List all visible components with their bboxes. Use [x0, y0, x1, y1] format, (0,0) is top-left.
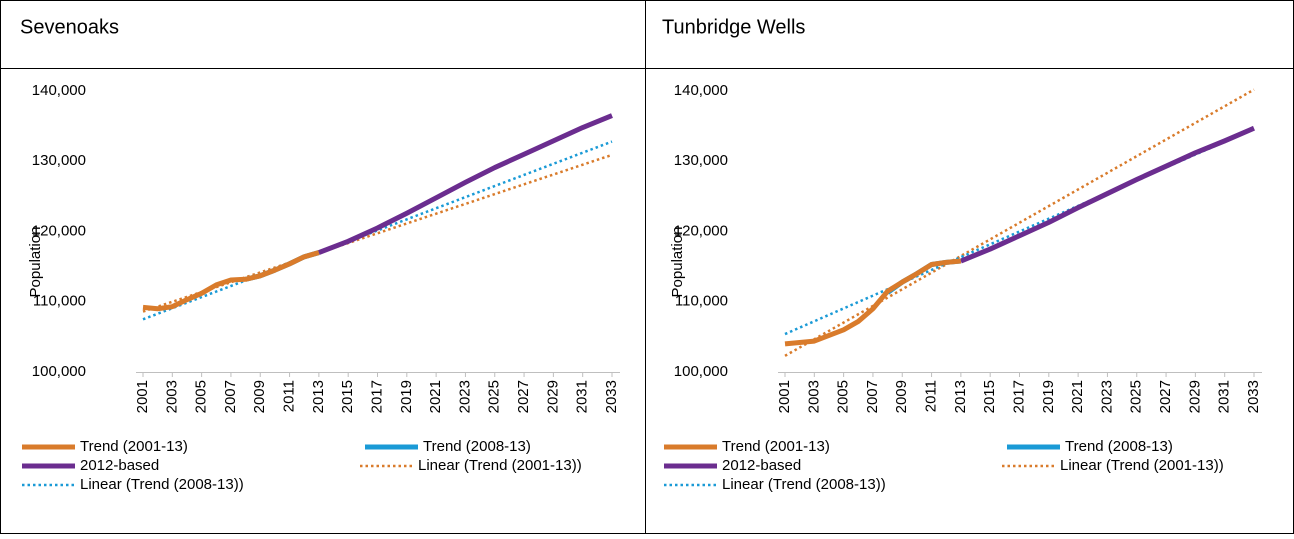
x-tick-label: 2005: [193, 380, 210, 413]
x-tick-label: 2025: [1128, 380, 1145, 413]
x-tick-label: 2029: [1186, 380, 1203, 413]
x-tick-label: 2007: [864, 380, 881, 413]
x-tick-label: 2003: [805, 380, 822, 413]
x-tick-label: 2003: [163, 380, 180, 413]
legend-label: Linear (Trend (2001-13)): [1060, 457, 1224, 474]
x-tick-label: 2005: [835, 380, 852, 413]
y-tick-label: 120,000: [32, 222, 86, 239]
x-tick-label: 2023: [1098, 380, 1115, 413]
series-line: [784, 258, 962, 347]
x-tick-label: 2007: [222, 380, 239, 413]
x-tick-label: 2017: [1010, 380, 1027, 413]
x-tick-label: 2015: [981, 380, 998, 413]
y-tick-label: 110,000: [675, 293, 728, 310]
y-tick-label: 130,000: [32, 152, 86, 169]
series-line: [784, 88, 1255, 357]
y-tick-label: 120,000: [674, 222, 728, 239]
x-tick-label: 2001: [776, 380, 793, 413]
y-tick-label: 130,000: [674, 152, 728, 169]
x-tick-label: 2013: [952, 380, 969, 413]
chart-title: Tunbridge Wells: [662, 16, 805, 38]
y-axis-label: Population: [669, 227, 686, 298]
x-tick-label: 2001: [134, 380, 151, 413]
series-line: [959, 125, 1255, 264]
y-axis-label: Population: [27, 227, 44, 298]
x-tick-label: 2027: [515, 380, 532, 413]
y-tick-label: 100,000: [32, 363, 86, 380]
legend-label: Trend (2001-13): [80, 438, 188, 455]
x-tick-label: 2025: [486, 380, 503, 413]
y-tick-label: 140,000: [674, 82, 728, 99]
x-tick-label: 2031: [574, 380, 591, 413]
series-line: [317, 113, 613, 255]
legend-label: Linear (Trend (2001-13)): [418, 457, 582, 474]
y-tick-label: 110,000: [33, 293, 86, 310]
y-tick-label: 140,000: [32, 82, 86, 99]
y-tick-label: 100,000: [674, 363, 728, 380]
legend-label: Linear (Trend (2008-13)): [80, 476, 244, 493]
x-tick-label: 2011: [281, 380, 298, 412]
x-tick-label: 2031: [1216, 380, 1233, 413]
x-tick-label: 2027: [1157, 380, 1174, 413]
x-tick-label: 2015: [339, 380, 356, 413]
legend-label: Trend (2008-13): [1065, 438, 1173, 455]
chart-title: Sevenoaks: [20, 16, 119, 38]
x-tick-label: 2009: [893, 380, 910, 413]
x-tick-label: 2013: [310, 380, 327, 413]
legend-label: Trend (2001-13): [722, 438, 830, 455]
x-tick-label: 2033: [603, 380, 620, 413]
series-line: [142, 140, 613, 321]
x-tick-label: 2019: [398, 380, 415, 413]
x-tick-label: 2019: [1040, 380, 1057, 413]
x-tick-label: 2033: [1245, 380, 1262, 413]
x-tick-label: 2009: [251, 380, 268, 413]
x-tick-label: 2021: [427, 380, 444, 413]
x-tick-label: 2023: [456, 380, 473, 413]
x-tick-label: 2021: [1069, 380, 1086, 413]
series-line: [142, 250, 320, 312]
x-tick-label: 2011: [923, 380, 940, 412]
legend-label: Trend (2008-13): [423, 438, 531, 455]
legend-label: Linear (Trend (2008-13)): [722, 476, 886, 493]
legend-label: 2012-based: [80, 457, 159, 474]
x-tick-label: 2017: [368, 380, 385, 413]
x-tick-label: 2029: [544, 380, 561, 413]
legend-label: 2012-based: [722, 457, 801, 474]
